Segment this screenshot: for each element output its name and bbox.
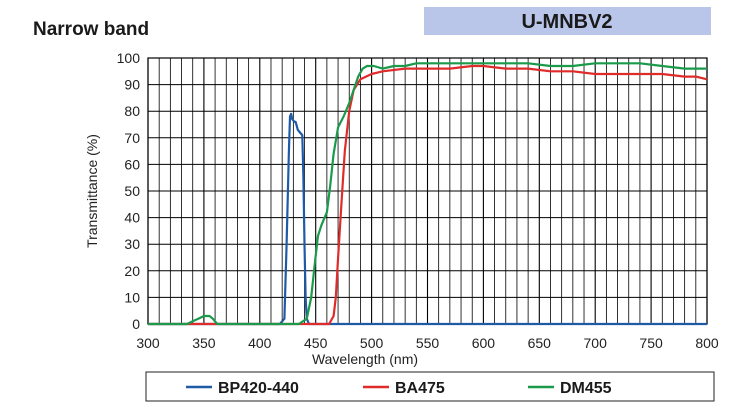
y-axis-label: Transmittance (%) <box>84 134 100 248</box>
y-tick-label: 30 <box>124 236 140 252</box>
y-tick-label: 10 <box>124 289 140 305</box>
filter-badge <box>424 7 711 35</box>
plot-series <box>148 62 708 326</box>
legend-box <box>145 371 715 402</box>
series-line-dm455 <box>148 62 707 326</box>
series-line-ba475 <box>148 64 708 326</box>
y-tick-label: 60 <box>124 156 140 172</box>
legend-entry: DM455 <box>560 380 612 397</box>
x-tick-label: 500 <box>360 335 384 351</box>
x-tick-label: 600 <box>472 335 496 351</box>
legend-entry: BA475 <box>395 380 445 397</box>
y-tick-label: 50 <box>124 183 140 199</box>
y-tick-label: 20 <box>124 263 140 279</box>
x-tick-label: 400 <box>248 335 272 351</box>
y-tick-label: 90 <box>124 77 140 93</box>
y-axis-ticks: 0 10 20 30 40 50 60 70 80 90 100 <box>117 50 141 332</box>
x-axis-ticks: 300 350 400 450 500 550 600 650 700 750 800 <box>136 335 719 351</box>
y-tick-label: 0 <box>132 316 140 332</box>
y-tick-label: 100 <box>117 50 141 66</box>
section-title: Narrow band <box>33 19 149 40</box>
x-tick-label: 550 <box>416 335 440 351</box>
plot-grid <box>147 57 708 325</box>
x-tick-label: 300 <box>136 335 160 351</box>
x-axis-label: Wavelength (nm) <box>312 351 418 367</box>
x-tick-label: 450 <box>304 335 328 351</box>
legend-entry: BP420-440 <box>218 380 299 397</box>
filter-badge-label: U-MNBV2 <box>521 11 612 33</box>
series-line-bp420-440 <box>148 112 707 326</box>
y-tick-label: 80 <box>124 103 140 119</box>
x-tick-label: 750 <box>639 335 663 351</box>
legend: BP420-440 BA475 DM455 <box>186 380 612 397</box>
x-tick-label: 800 <box>695 335 719 351</box>
y-tick-label: 40 <box>124 210 140 226</box>
x-tick-label: 650 <box>528 335 552 351</box>
x-tick-label: 350 <box>192 335 216 351</box>
x-tick-label: 700 <box>584 335 608 351</box>
y-tick-label: 70 <box>124 130 140 146</box>
